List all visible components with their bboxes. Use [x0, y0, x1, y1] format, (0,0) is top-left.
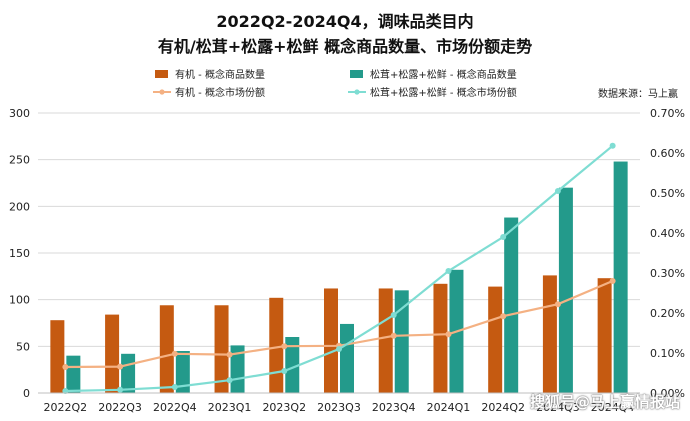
y-left-tick-label: 300	[9, 107, 30, 120]
truffle-count-bar	[394, 290, 409, 393]
organic-count-bar	[542, 275, 557, 393]
truffle-share-point	[117, 386, 124, 393]
truffle-share-point	[390, 312, 397, 318]
lines	[62, 142, 616, 394]
y-left-tick-label: 0	[23, 387, 30, 400]
organic-count-bar	[269, 297, 284, 393]
organic-count-bar	[105, 314, 120, 393]
organic-count-bar	[159, 305, 174, 393]
bars	[50, 161, 628, 393]
legend-label: 松茸+松露+松鲜 - 概念商品数量	[370, 68, 517, 81]
truffle-share-point	[281, 368, 288, 374]
y-left-tick-label: 150	[9, 247, 30, 260]
y-left-tick-label: 200	[9, 200, 30, 213]
organic-count-bar	[488, 286, 503, 393]
y-left-tick-label: 50	[16, 340, 30, 353]
truffle-count-bar	[613, 161, 628, 393]
y-right-tick-label: 0.40%	[650, 227, 685, 240]
y-right-tick-label: 0.60%	[650, 147, 685, 160]
y-right-tick-label: 0.30%	[650, 267, 685, 280]
organic-share-point	[554, 301, 561, 308]
organic-count-bar	[433, 283, 448, 393]
organic-share-line	[65, 279, 614, 369]
chart-title-line1: 2022Q2-2024Q4，调味品类目内	[216, 12, 474, 31]
organic-share-point	[62, 364, 69, 370]
organic-count-bar	[214, 305, 229, 393]
axes: 0 50 100 150 200 250 300 0.00% 0.10% 0.20% 0.30% 0.…	[9, 107, 685, 414]
organic-count-bar	[324, 288, 338, 393]
x-tick-label: 2023Q1	[208, 401, 252, 414]
x-tick-label: 2024Q2	[481, 401, 525, 414]
organic-share-point	[117, 363, 124, 370]
truffle-count-bar	[175, 351, 190, 393]
truffle-count-bar	[121, 353, 136, 393]
truffle-share-point	[609, 142, 616, 149]
truffle-count-bar	[285, 337, 300, 393]
truffle-share-point	[336, 346, 342, 352]
organic-share-point	[390, 332, 397, 339]
y-right-tick-label: 0.70%	[650, 107, 685, 120]
organic-share-point	[226, 351, 233, 358]
data-source-note: 数据来源：马上赢	[598, 89, 678, 100]
legend-swatch-marker	[354, 89, 360, 95]
y-right-tick-label: 0.10%	[650, 347, 685, 360]
legend-label: 松茸+松露+松鲜 - 概念市场份额	[370, 86, 517, 99]
legend-label: 有机 - 概念商品数量	[175, 68, 265, 81]
y-left-tick-label: 250	[9, 154, 30, 167]
x-tick-label: 2023Q3	[317, 401, 361, 414]
organic-share-point	[500, 313, 507, 320]
legend-swatch-bar	[155, 70, 168, 78]
truffle-share-point	[554, 188, 561, 194]
truffle-share-point	[445, 268, 452, 274]
truffle-count-bar	[558, 187, 573, 393]
organic-share-point	[171, 350, 178, 357]
x-tick-label: 2024Q4	[591, 401, 635, 414]
y-right-tick-label: 0.20%	[650, 307, 685, 320]
x-tick-label: 2022Q4	[153, 401, 197, 414]
organic-count-bar	[50, 320, 65, 393]
truffle-share-point	[171, 384, 178, 390]
truffle-count-bar	[66, 355, 81, 393]
x-tick-label: 2023Q4	[372, 401, 416, 414]
y-right-tick-label: 0.50%	[650, 187, 685, 200]
truffle-share-line	[65, 144, 614, 393]
x-tick-label: 2023Q2	[262, 401, 306, 414]
legend-swatch-bar	[350, 70, 363, 78]
truffle-count-bar	[230, 345, 245, 393]
legend-swatch-marker	[159, 89, 165, 95]
organic-share-point	[445, 331, 452, 338]
organic-share-point	[609, 278, 616, 284]
organic-share-point	[281, 343, 288, 350]
truffle-count-bar	[504, 217, 519, 393]
organic-count-bar	[597, 278, 612, 393]
x-tick-label: 2024Q3	[536, 401, 580, 414]
legend-label: 有机 - 概念市场份额	[175, 86, 265, 99]
y-left-tick-label: 100	[9, 294, 30, 307]
truffle-share-point	[500, 234, 507, 240]
organic-count-bar	[378, 288, 393, 393]
y-right-tick-label: 0.00%	[650, 387, 685, 400]
x-tick-label: 2024Q1	[427, 401, 471, 414]
x-tick-label: 2022Q3	[98, 401, 142, 414]
x-tick-label: 2022Q2	[44, 401, 88, 414]
truffle-share-point	[226, 377, 233, 384]
watermark: 搜狐号@马上赢情报站	[529, 393, 680, 411]
chart-title-line2: 有机/松茸+松露+松鲜 概念商品数量、市场份额走势	[157, 37, 533, 56]
truffle-count-bar	[340, 323, 354, 393]
